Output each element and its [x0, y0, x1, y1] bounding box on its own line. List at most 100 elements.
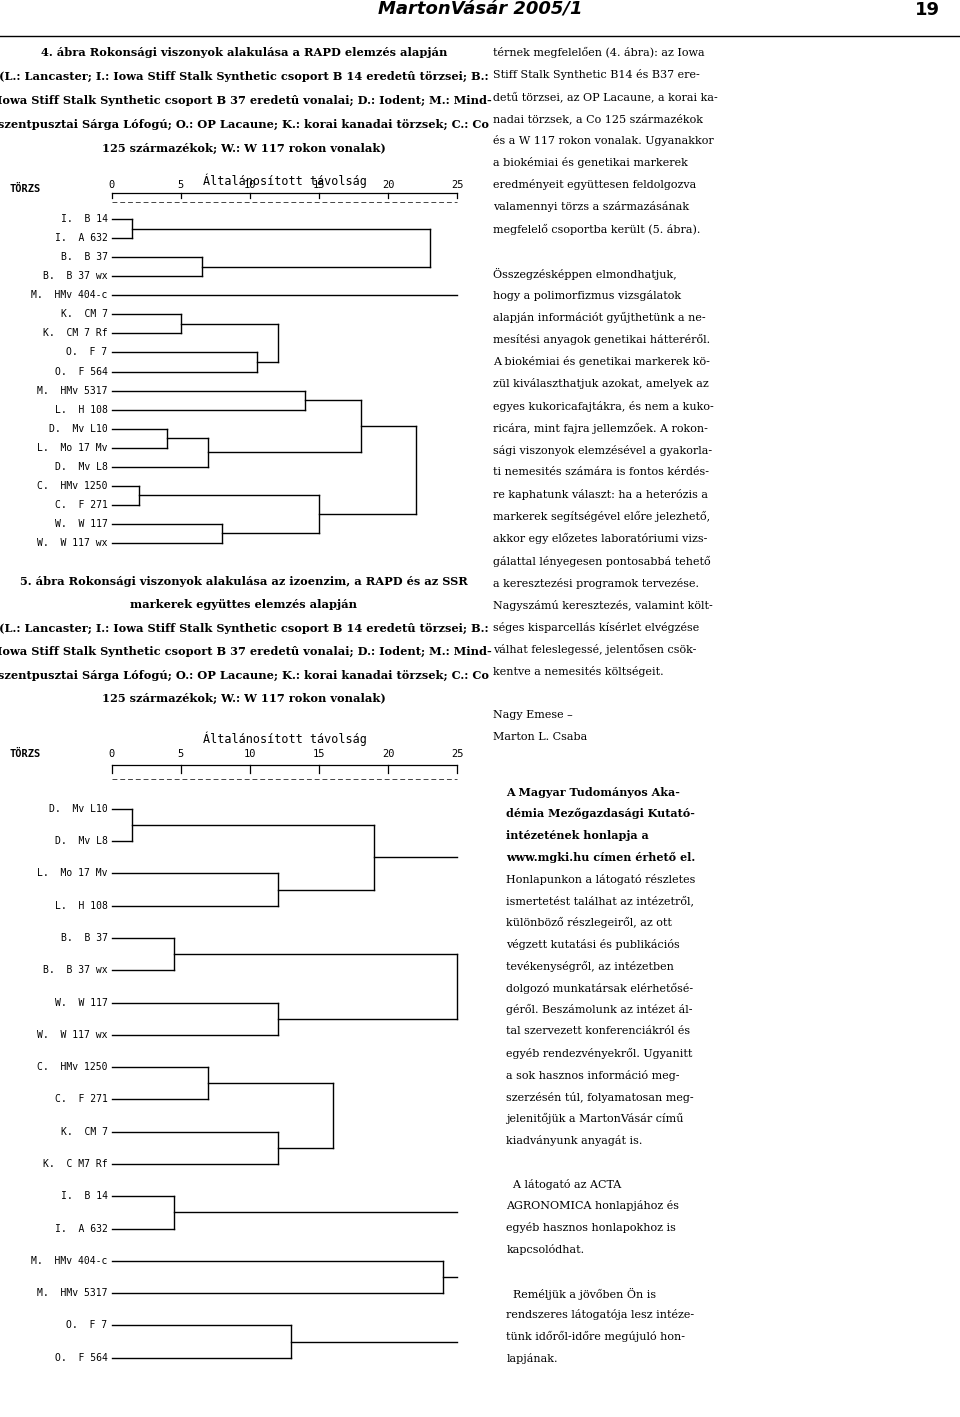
Text: 15: 15 [313, 180, 325, 190]
Text: O.  F 564: O. F 564 [55, 1353, 108, 1363]
Text: M.  HMv 404-c: M. HMv 404-c [31, 1255, 108, 1265]
Text: szentpusztai Sárga Lófogú; O.: OP Lacaune; K.: korai kanadai törzsek; C.: Co: szentpusztai Sárga Lófogú; O.: OP Lacaun… [0, 669, 490, 680]
Text: D.  Mv L10: D. Mv L10 [49, 424, 108, 434]
Text: L.  H 108: L. H 108 [55, 405, 108, 415]
Text: kentve a nemesités költségeit.: kentve a nemesités költségeit. [492, 666, 663, 677]
Text: re kaphatunk választ: ha a heterózis a: re kaphatunk választ: ha a heterózis a [492, 489, 708, 500]
Text: egyéb rendezvényekről. Ugyanitt: egyéb rendezvényekről. Ugyanitt [507, 1049, 693, 1058]
Text: AGRONOMICA honlapjához és: AGRONOMICA honlapjához és [507, 1200, 680, 1212]
Text: L.  H 108: L. H 108 [55, 901, 108, 911]
Text: alapján információt gyűjthetünk a ne-: alapján információt gyűjthetünk a ne- [492, 312, 706, 323]
Text: 10: 10 [244, 748, 256, 760]
Text: valamennyi törzs a származásának: valamennyi törzs a származásának [492, 201, 688, 213]
Text: rendszeres látogatója lesz intéze-: rendszeres látogatója lesz intéze- [507, 1309, 695, 1321]
Text: kiadványunk anyagát is.: kiadványunk anyagát is. [507, 1135, 643, 1146]
Text: M.  HMv 404-c: M. HMv 404-c [31, 290, 108, 300]
Text: B.  B 37: B. B 37 [60, 252, 108, 262]
Text: végzett kutatási és publikációs: végzett kutatási és publikációs [507, 939, 681, 949]
Text: egyes kukoricafajtákra, és nem a kuko-: egyes kukoricafajtákra, és nem a kuko- [492, 401, 713, 411]
Text: K.  CM 7 Rf: K. CM 7 Rf [43, 329, 108, 339]
Text: C.  HMv 1250: C. HMv 1250 [37, 1063, 108, 1073]
Text: 10: 10 [244, 180, 256, 190]
Text: 125 származékok; W.: W 117 rokon vonalak): 125 származékok; W.: W 117 rokon vonalak… [102, 143, 386, 153]
Text: K.  CM 7: K. CM 7 [60, 309, 108, 319]
Text: séges kisparcellás kísérlet elvégzése: séges kisparcellás kísérlet elvégzése [492, 622, 699, 633]
Text: markerek együttes elemzés alapján: markerek együttes elemzés alapján [131, 599, 357, 611]
Text: jelenitőjük a MartonVásár című: jelenitőjük a MartonVásár című [507, 1114, 684, 1125]
Text: sági viszonyok elemzésével a gyakorla-: sági viszonyok elemzésével a gyakorla- [492, 445, 711, 456]
Text: W.  W 117: W. W 117 [55, 519, 108, 529]
Text: 25: 25 [451, 748, 464, 760]
Text: C.  F 271: C. F 271 [55, 1094, 108, 1104]
Text: zül kiválaszthatjuk azokat, amelyek az: zül kiválaszthatjuk azokat, amelyek az [492, 378, 708, 390]
Text: detű törzsei, az OP Lacaune, a korai ka-: detű törzsei, az OP Lacaune, a korai ka- [492, 91, 717, 102]
Text: www.mgki.hu címen érhető el.: www.mgki.hu címen érhető el. [507, 852, 696, 863]
Text: A Magyar Tudományos Aka-: A Magyar Tudományos Aka- [507, 786, 681, 798]
Text: W.  W 117 wx: W. W 117 wx [37, 538, 108, 548]
Text: és a W 117 rokon vonalak. Ugyanakkor: és a W 117 rokon vonalak. Ugyanakkor [492, 135, 713, 146]
Text: megfelelő csoportba került (5. ábra).: megfelelő csoportba került (5. ábra). [492, 224, 700, 235]
Text: A látogató az ACTA: A látogató az ACTA [507, 1179, 622, 1190]
Text: W.  W 117: W. W 117 [55, 998, 108, 1007]
Text: géről. Beszámolunk az intézet ál-: géről. Beszámolunk az intézet ál- [507, 1005, 693, 1016]
Text: démia Mezőgazdasági Kutató-: démia Mezőgazdasági Kutató- [507, 808, 695, 819]
Text: ti nemesités számára is fontos kérdés-: ti nemesités számára is fontos kérdés- [492, 468, 708, 478]
Text: C.  HMv 1250: C. HMv 1250 [37, 480, 108, 490]
Text: térnek megfelelően (4. ábra): az Iowa: térnek megfelelően (4. ábra): az Iowa [492, 47, 705, 58]
Text: válhat feleslegessé, jelentősen csök-: válhat feleslegessé, jelentősen csök- [492, 643, 696, 655]
Text: K.  C M7 Rf: K. C M7 Rf [43, 1159, 108, 1169]
Text: akkor egy előzetes laboratóriumi vizs-: akkor egy előzetes laboratóriumi vizs- [492, 533, 707, 544]
Text: I.  A 632: I. A 632 [55, 234, 108, 244]
Text: A biokémiai és genetikai markerek kö-: A biokémiai és genetikai markerek kö- [492, 356, 709, 367]
Text: MartonVásár 2005/1: MartonVásár 2005/1 [377, 1, 583, 18]
Text: a biokémiai és genetikai markerek: a biokémiai és genetikai markerek [492, 157, 687, 169]
Text: 15: 15 [313, 748, 325, 760]
Text: Általánosított távolság: Általánosított távolság [203, 731, 367, 745]
Text: nadai törzsek, a Co 125 származékok: nadai törzsek, a Co 125 származékok [492, 113, 703, 123]
Text: dolgozó munkatársak elérhetősé-: dolgozó munkatársak elérhetősé- [507, 982, 694, 993]
Text: (L.: Lancaster; I.: Iowa Stiff Stalk Synthetic csoport B 14 eredetû törzsei; B.:: (L.: Lancaster; I.: Iowa Stiff Stalk Syn… [0, 623, 489, 633]
Text: TÖRZS: TÖRZS [10, 184, 40, 194]
Text: kapcsolódhat.: kapcsolódhat. [507, 1244, 585, 1255]
Text: L.  Mo 17 Mv: L. Mo 17 Mv [37, 869, 108, 879]
Text: Iowa Stiff Stalk Synthetic csoport B 37 eredetû vonalai; D.: Iodent; M.: Mind-: Iowa Stiff Stalk Synthetic csoport B 37 … [0, 646, 492, 657]
Text: 4. ábra Rokonsági viszonyok alakulása a RAPD elemzés alapján: 4. ábra Rokonsági viszonyok alakulása a … [41, 47, 447, 58]
Text: gálattal lényegesen pontosabbá tehető: gálattal lényegesen pontosabbá tehető [492, 555, 710, 567]
Text: Iowa Stiff Stalk Synthetic csoport B 37 eredetû vonalai; D.: Iodent; M.: Mind-: Iowa Stiff Stalk Synthetic csoport B 37 … [0, 95, 492, 105]
Text: D.  Mv L8: D. Mv L8 [55, 836, 108, 846]
Text: Általánosított távolság: Általánosított távolság [203, 173, 367, 188]
Text: (L.: Lancaster; I.: Iowa Stiff Stalk Synthetic csoport B 14 eredetû törzsei; B.:: (L.: Lancaster; I.: Iowa Stiff Stalk Syn… [0, 71, 489, 82]
Text: markerek segítségével előre jelezhető,: markerek segítségével előre jelezhető, [492, 512, 709, 523]
Text: Marton L. Csaba: Marton L. Csaba [492, 733, 587, 743]
Text: ricára, mint fajra jellemzőek. A rokon-: ricára, mint fajra jellemzőek. A rokon- [492, 422, 708, 434]
Text: lapjának.: lapjának. [507, 1353, 558, 1365]
Text: 19: 19 [915, 1, 940, 18]
Text: I.  B 14: I. B 14 [60, 1192, 108, 1202]
Text: M.  HMv 5317: M. HMv 5317 [37, 385, 108, 395]
Text: 0: 0 [108, 748, 115, 760]
Text: 125 származékok; W.: W 117 rokon vonalak): 125 származékok; W.: W 117 rokon vonalak… [102, 693, 386, 704]
Text: Nagyszámú keresztezés, valamint költ-: Nagyszámú keresztezés, valamint költ- [492, 599, 712, 611]
Text: I.  A 632: I. A 632 [55, 1223, 108, 1234]
Text: TÖRZS: TÖRZS [10, 750, 40, 760]
Text: tevékenységről, az intézetben: tevékenységről, az intézetben [507, 961, 674, 972]
Text: O.  F 564: O. F 564 [55, 367, 108, 377]
Text: Honlapunkon a látogató részletes: Honlapunkon a látogató részletes [507, 874, 696, 884]
Text: hogy a polimorfizmus vizsgálatok: hogy a polimorfizmus vizsgálatok [492, 290, 681, 300]
Text: B.  B 37: B. B 37 [60, 932, 108, 942]
Text: M.  HMv 5317: M. HMv 5317 [37, 1288, 108, 1298]
Text: D.  Mv L10: D. Mv L10 [49, 803, 108, 813]
Text: szentpusztai Sárga Lófogú; O.: OP Lacaune; K.: korai kanadai törzsek; C.: Co: szentpusztai Sárga Lófogú; O.: OP Lacaun… [0, 119, 490, 129]
Text: C.  F 271: C. F 271 [55, 500, 108, 510]
Text: 25: 25 [451, 180, 464, 190]
Text: ismertetést találhat az intézetről,: ismertetést találhat az intézetről, [507, 896, 694, 907]
Text: O.  F 7: O. F 7 [66, 1321, 108, 1331]
Text: W.  W 117 wx: W. W 117 wx [37, 1030, 108, 1040]
Text: Reméljük a jövőben Ön is: Reméljük a jövőben Ön is [507, 1288, 657, 1299]
Text: intézetének honlapja a: intézetének honlapja a [507, 830, 649, 842]
Text: 20: 20 [382, 180, 395, 190]
Text: különböző részlegeiről, az ott: különböző részlegeiről, az ott [507, 917, 672, 928]
Text: szerzésén túl, folyamatosan meg-: szerzésén túl, folyamatosan meg- [507, 1091, 694, 1102]
Text: D.  Mv L8: D. Mv L8 [55, 462, 108, 472]
Text: tünk időről-időre megújuló hon-: tünk időről-időre megújuló hon- [507, 1331, 685, 1342]
